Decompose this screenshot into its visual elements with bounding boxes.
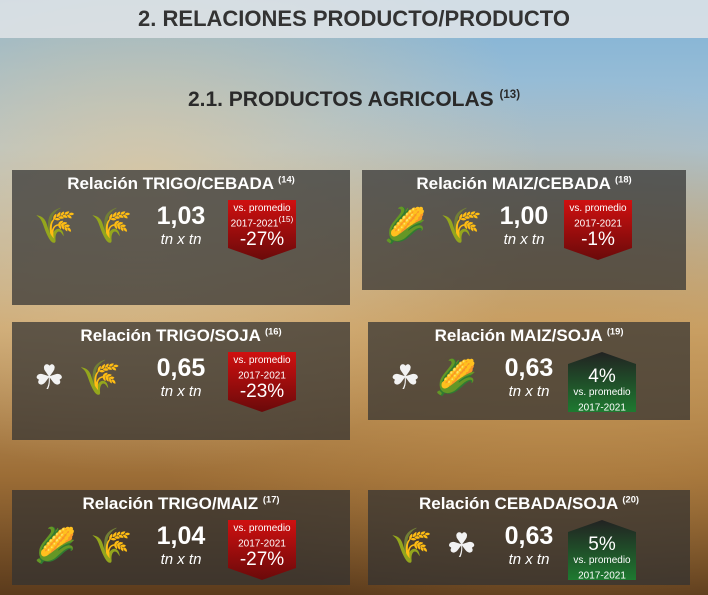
- ratio-value: 0,63 tn x tn: [504, 354, 554, 400]
- section-title: 2.1. PRODUCTOS AGRICOLAS (13): [187, 88, 521, 111]
- ratio-value: 0,63 tn x tn: [504, 522, 554, 568]
- badge-label: vs. promedio: [573, 387, 631, 398]
- wheat-icon: 🌾: [90, 207, 133, 245]
- change-percent: -27%: [239, 549, 285, 571]
- badge-label: vs. promedio: [233, 355, 291, 366]
- badge-label: vs. promedio: [569, 203, 627, 214]
- badge-label: vs. promedio: [233, 523, 291, 534]
- product-icons: ☘ 🌽: [390, 358, 477, 398]
- ratio-card: Relación TRIGO/CEBADA (14) 🌾 🌾 1,03 tn x t…: [12, 170, 350, 305]
- barley-icon: 🌾: [440, 207, 483, 245]
- change-badge: vs. promedio 2017-2021 -27%: [228, 520, 296, 580]
- badge-period: 2017-2021: [238, 538, 286, 550]
- badge-period: 2017-2021: [574, 218, 622, 230]
- ratio-card: Relación CEBADA/SOJA (20) 🌾 ☘ 0,63 tn x tn…: [368, 490, 690, 585]
- wheat-icon: 🌾: [90, 527, 133, 565]
- soy-icon: ☘: [390, 359, 421, 397]
- badge-period: 2017-2021: [578, 402, 626, 414]
- product-icons: 🌾 🌾: [34, 206, 133, 246]
- change-percent: -23%: [239, 381, 285, 403]
- change-badge: vs. promedio 2017-2021 -23%: [228, 352, 296, 412]
- ratio-value: 0,65 tn x tn: [156, 354, 206, 400]
- change-badge: 5% vs. promedio 2017-2021: [568, 520, 636, 580]
- badge-label: vs. promedio: [233, 203, 291, 214]
- header-bar: 2. RELACIONES PRODUCTO/PRODUCTO: [0, 0, 708, 38]
- card-title: Relación MAIZ/CEBADA (18): [416, 174, 632, 193]
- product-icons: 🌾 ☘: [390, 526, 477, 566]
- ratio-card: Relación MAIZ/SOJA (19) ☘ 🌽 0,63 tn x tn 4…: [368, 322, 690, 420]
- ratio-card: Relación TRIGO/MAIZ (17) 🌽 🌾 1,04 tn x tn …: [12, 490, 350, 585]
- change-badge: vs. promedio 2017-2021 -1%: [564, 200, 632, 260]
- product-icons: 🌽 🌾: [34, 526, 133, 566]
- page-title: 2. RELACIONES PRODUCTO/PRODUCTO: [138, 6, 570, 31]
- badge-label: vs. promedio: [573, 555, 631, 566]
- card-title: Relación TRIGO/MAIZ (17): [82, 494, 280, 513]
- badge-period: 2017-2021: [238, 370, 286, 382]
- change-percent: 4%: [588, 366, 616, 387]
- corn-icon: 🌽: [384, 207, 427, 245]
- card-title: Relación MAIZ/SOJA (19): [434, 326, 624, 345]
- product-icons: 🌽 🌾: [384, 206, 483, 246]
- change-percent: -1%: [581, 229, 615, 251]
- ratio-value: 1,04 tn x tn: [156, 522, 206, 568]
- change-badge: 4% vs. promedio 2017-2021: [568, 352, 636, 412]
- ratio-card: Relación MAIZ/CEBADA (18) 🌽 🌾 1,00 tn x tn…: [362, 170, 686, 290]
- change-percent: -27%: [239, 229, 285, 251]
- ratio-value: 1,03 tn x tn: [156, 202, 206, 248]
- card-title: Relación TRIGO/SOJA (16): [80, 326, 282, 345]
- card-title: Relación CEBADA/SOJA (20): [418, 494, 640, 513]
- barley-icon: 🌾: [34, 207, 77, 245]
- wheat-icon: 🌾: [78, 359, 121, 397]
- ratio-value: 1,00 tn x tn: [499, 202, 549, 248]
- soy-icon: ☘: [34, 359, 65, 397]
- ratio-card: Relación TRIGO/SOJA (16) ☘ 🌾 0,65 tn x tn …: [12, 322, 350, 440]
- badge-period: 2017-2021: [230, 218, 279, 230]
- corn-icon: 🌽: [34, 527, 77, 565]
- footnote-ref: (13): [499, 89, 521, 101]
- product-icons: ☘ 🌾: [34, 358, 121, 398]
- change-percent: 5%: [588, 534, 616, 555]
- barley-icon: 🌾: [390, 527, 433, 565]
- change-badge: vs. promedio 2017-2021(15) -27%: [228, 200, 296, 260]
- card-title: Relación TRIGO/CEBADA (14): [67, 174, 295, 193]
- corn-icon: 🌽: [434, 359, 477, 397]
- badge-period: 2017-2021: [578, 570, 626, 582]
- soy-icon: ☘: [446, 527, 477, 565]
